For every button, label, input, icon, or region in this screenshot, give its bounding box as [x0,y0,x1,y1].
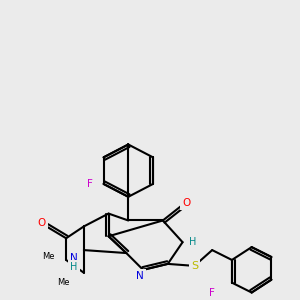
Text: F: F [209,287,215,298]
Text: O: O [182,198,190,208]
Text: Me: Me [57,278,69,287]
Text: F: F [87,179,93,189]
Text: N: N [136,271,144,281]
Text: Me: Me [42,251,55,260]
Text: O: O [37,218,46,228]
Text: N: N [70,253,78,263]
Text: S: S [191,261,198,271]
Text: H: H [189,237,196,247]
Text: H: H [70,262,78,272]
